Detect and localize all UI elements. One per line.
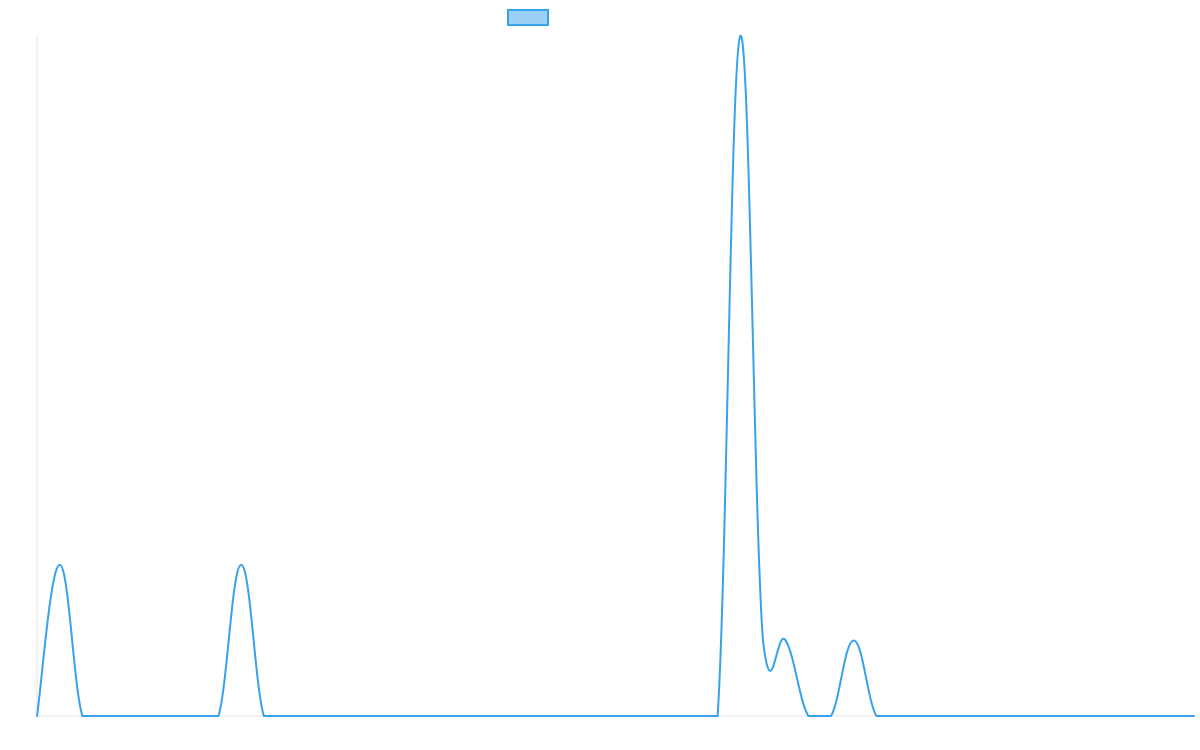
data-point[interactable] [692, 713, 698, 719]
legend[interactable] [507, 9, 549, 26]
data-point[interactable] [147, 713, 153, 719]
data-point[interactable] [465, 713, 471, 719]
data-point[interactable] [1100, 713, 1106, 719]
data-point[interactable] [102, 713, 108, 719]
data-point[interactable] [828, 713, 834, 719]
data-point[interactable] [1191, 713, 1197, 719]
data-point[interactable] [601, 713, 607, 719]
legend-swatch[interactable] [507, 9, 549, 26]
data-point[interactable] [987, 713, 993, 719]
data-point[interactable] [760, 637, 766, 643]
data-point[interactable] [737, 33, 743, 39]
data-point[interactable] [647, 713, 653, 719]
data-point[interactable] [624, 713, 630, 719]
data-point[interactable] [170, 713, 176, 719]
data-point[interactable] [238, 562, 244, 568]
data-point[interactable] [57, 562, 63, 568]
data-point[interactable] [533, 713, 539, 719]
data-point[interactable] [851, 637, 857, 643]
data-point[interactable] [873, 713, 879, 719]
data-point[interactable] [715, 713, 721, 719]
data-point[interactable] [442, 713, 448, 719]
data-point[interactable] [1123, 713, 1129, 719]
data-point[interactable] [669, 713, 675, 719]
series-layer [34, 33, 1197, 719]
data-point[interactable] [510, 713, 516, 719]
data-point[interactable] [805, 713, 811, 719]
data-point[interactable] [261, 713, 267, 719]
data-point[interactable] [488, 713, 494, 719]
data-point[interactable] [193, 713, 199, 719]
data-point[interactable] [1078, 713, 1084, 719]
data-point[interactable] [1146, 713, 1152, 719]
data-point[interactable] [1168, 713, 1174, 719]
data-point[interactable] [941, 713, 947, 719]
data-point[interactable] [306, 713, 312, 719]
data-point[interactable] [79, 713, 85, 719]
data-point[interactable] [896, 713, 902, 719]
data-point[interactable] [556, 713, 562, 719]
data-point[interactable] [284, 713, 290, 719]
data-point[interactable] [964, 713, 970, 719]
data-point[interactable] [352, 713, 358, 719]
data-point[interactable] [1032, 713, 1038, 719]
data-point[interactable] [783, 637, 789, 643]
data-point[interactable] [125, 713, 131, 719]
data-point[interactable] [215, 713, 221, 719]
data-point[interactable] [329, 713, 335, 719]
data-point[interactable] [578, 713, 584, 719]
data-point[interactable] [1055, 713, 1061, 719]
data-point[interactable] [374, 713, 380, 719]
data-point[interactable] [919, 713, 925, 719]
data-point[interactable] [397, 713, 403, 719]
series-line-0[interactable] [36, 34, 1195, 717]
data-point[interactable] [1010, 713, 1016, 719]
data-point[interactable] [420, 713, 426, 719]
data-point[interactable] [34, 713, 40, 719]
